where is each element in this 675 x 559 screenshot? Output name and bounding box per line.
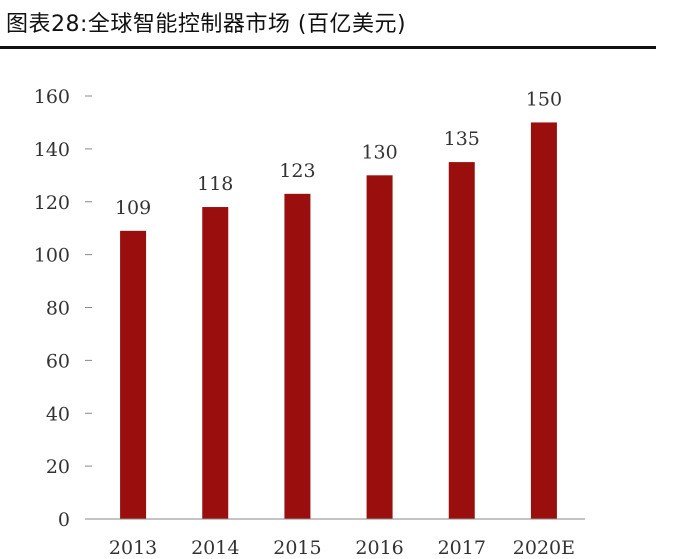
y-axis-ticks: 0 20 40 60 80 100 120 140 160 xyxy=(34,86,92,531)
bar-2014 xyxy=(202,207,229,519)
data-label: 130 xyxy=(361,141,397,163)
y-tick-label: 120 xyxy=(34,192,70,214)
data-label: 135 xyxy=(444,128,480,150)
y-tick-label: 80 xyxy=(46,298,70,320)
title-underline xyxy=(0,46,656,49)
y-tick-label: 0 xyxy=(58,509,70,531)
y-tick-label: 100 xyxy=(34,245,70,267)
x-tick-label: 2020E xyxy=(513,537,575,559)
x-tick-label: 2014 xyxy=(191,537,239,559)
data-label: 118 xyxy=(197,173,233,195)
bar-2016 xyxy=(366,175,393,519)
data-labels: 109 118 123 130 135 150 xyxy=(115,88,562,218)
data-label: 109 xyxy=(115,197,151,219)
x-tick-label: 2017 xyxy=(438,537,486,559)
x-axis-ticks: 2013 2014 2015 2016 2017 2020E xyxy=(92,518,585,559)
data-label: 123 xyxy=(279,160,315,182)
x-tick-label: 2016 xyxy=(355,537,403,559)
x-tick-label: 2013 xyxy=(109,537,157,559)
bar-2020E xyxy=(530,122,557,519)
chart-title: 图表28:全球智能控制器市场 (百亿美元) xyxy=(6,12,407,37)
y-tick-label: 160 xyxy=(34,86,70,108)
y-tick-label: 60 xyxy=(46,350,70,372)
bar-2013 xyxy=(120,230,147,520)
bars xyxy=(120,122,557,520)
bar-2015 xyxy=(284,193,311,519)
y-tick-label: 40 xyxy=(46,403,70,425)
data-label: 150 xyxy=(526,88,562,110)
y-tick-label: 140 xyxy=(34,139,70,161)
y-tick-label: 20 xyxy=(46,456,70,478)
x-tick-label: 2015 xyxy=(273,537,321,559)
bar-2017 xyxy=(448,162,475,519)
